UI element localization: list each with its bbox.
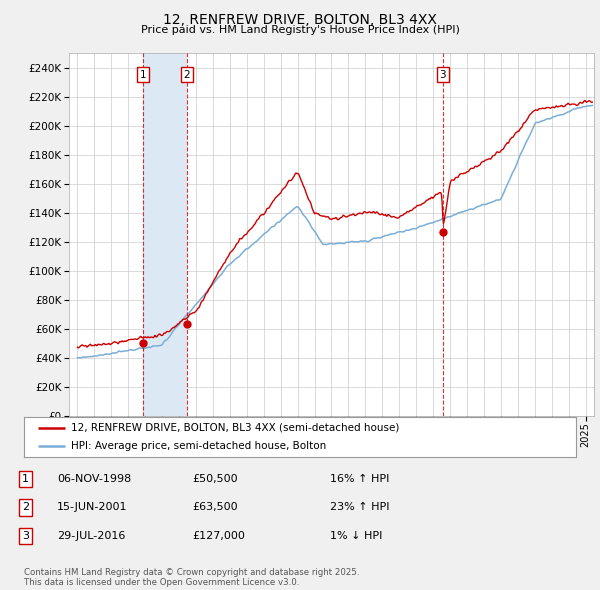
Text: Contains HM Land Registry data © Crown copyright and database right 2025.
This d: Contains HM Land Registry data © Crown c… [24,568,359,587]
Bar [143,53,187,416]
Text: 1: 1 [139,70,146,80]
Text: £50,500: £50,500 [192,474,238,484]
Text: Price paid vs. HM Land Registry's House Price Index (HPI): Price paid vs. HM Land Registry's House … [140,25,460,35]
Text: 12, RENFREW DRIVE, BOLTON, BL3 4XX: 12, RENFREW DRIVE, BOLTON, BL3 4XX [163,13,437,27]
Text: 1% ↓ HPI: 1% ↓ HPI [330,531,382,540]
Text: 2: 2 [22,503,29,512]
Text: HPI: Average price, semi-detached house, Bolton: HPI: Average price, semi-detached house,… [71,441,326,451]
Text: 1: 1 [22,474,29,484]
Text: 12, RENFREW DRIVE, BOLTON, BL3 4XX (semi-detached house): 12, RENFREW DRIVE, BOLTON, BL3 4XX (semi… [71,423,399,433]
Text: 16% ↑ HPI: 16% ↑ HPI [330,474,389,484]
Text: 2: 2 [184,70,190,80]
Text: 15-JUN-2001: 15-JUN-2001 [57,503,128,512]
Text: £127,000: £127,000 [192,531,245,540]
Text: 3: 3 [439,70,446,80]
Text: £63,500: £63,500 [192,503,238,512]
Text: 06-NOV-1998: 06-NOV-1998 [57,474,131,484]
Text: 23% ↑ HPI: 23% ↑ HPI [330,503,389,512]
Text: 29-JUL-2016: 29-JUL-2016 [57,531,125,540]
Text: 3: 3 [22,531,29,540]
